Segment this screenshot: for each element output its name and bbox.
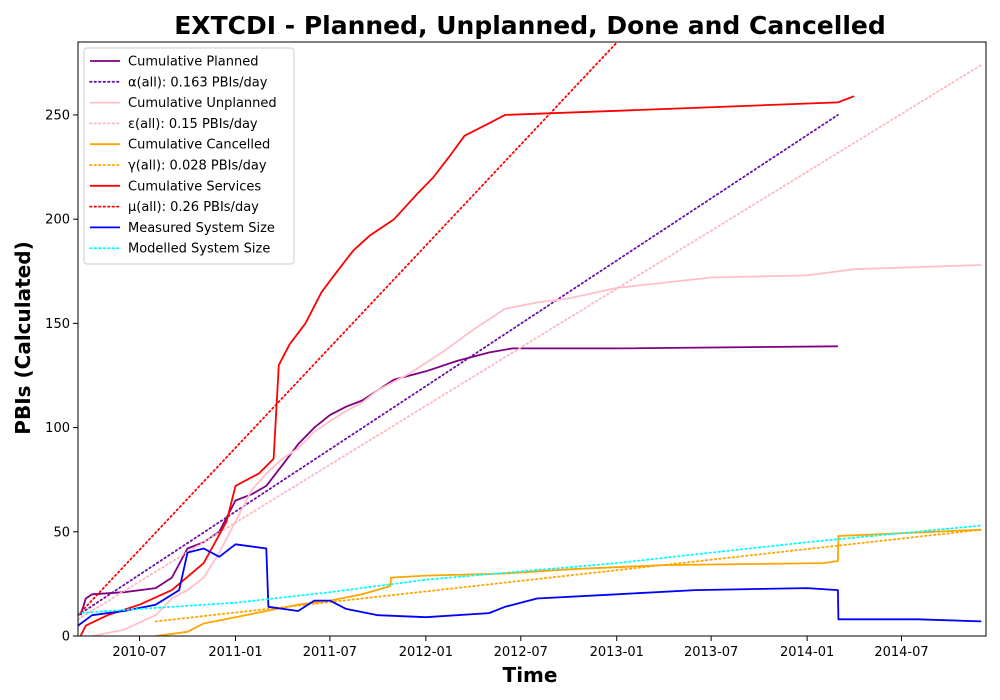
- x-tick-label: 2011-01: [208, 645, 262, 660]
- series-line-measured-system-size: [78, 543, 982, 627]
- y-axis-label: PBIs (Calculated): [11, 241, 35, 434]
- x-tick-label: 2013-07: [684, 645, 738, 660]
- legend-label: μ(all): 0.26 PBIs/day: [128, 200, 259, 215]
- plot-frame: [77, 41, 987, 637]
- legend: Cumulative Planned α(all): 0.163 PBIs/day…: [83, 47, 295, 265]
- y-tick-label: 150: [45, 317, 70, 332]
- legend-label: Modelled System Size: [128, 242, 270, 257]
- series-layer: [78, 42, 983, 636]
- chart-title: EXTCDI - Planned, Unplanned, Done and Ca…: [174, 11, 886, 40]
- x-axis-label: Time: [503, 663, 558, 687]
- x-tick-label: 2012-01: [399, 645, 453, 660]
- series-line-all-0-15-pbis-day: [78, 64, 983, 621]
- legend-label: Cumulative Planned: [128, 55, 258, 70]
- legend-box: [83, 47, 295, 265]
- y-tick-label: 250: [45, 108, 70, 123]
- series-line-cumulative-cancelled: [155, 528, 982, 636]
- ticks-layer: 2010-07 2011-01 2011-07 2012-01 2012-07 2013-…: [45, 108, 929, 660]
- y-tick-label: 50: [53, 525, 70, 540]
- series-line-cumulative-services: [79, 95, 855, 636]
- y-tick-label: 200: [45, 213, 70, 228]
- legend-label: ε(all): 0.15 PBIs/day: [128, 117, 258, 132]
- legend-label: Cumulative Services: [128, 179, 261, 194]
- series-line-all-0-028-pbis-day: [154, 528, 983, 623]
- series-line-cumulative-unplanned: [91, 264, 982, 636]
- legend-label: Measured System Size: [128, 221, 275, 236]
- x-tick-label: 2011-07: [303, 645, 357, 660]
- x-tick-label: 2014-01: [780, 645, 834, 660]
- y-tick-label: 100: [45, 421, 70, 436]
- x-tick-label: 2010-07: [112, 645, 166, 660]
- series-line-all-0-163-pbis-day: [78, 114, 839, 617]
- x-tick-label: 2012-07: [494, 645, 548, 660]
- series-line-all-0-26-pbis-day: [78, 42, 619, 617]
- x-tick-label: 2014-07: [874, 645, 928, 660]
- legend-label: α(all): 0.163 PBIs/day: [128, 75, 268, 90]
- legend-label: γ(all): 0.028 PBIs/day: [128, 159, 267, 174]
- y-tick-label: 0: [62, 630, 70, 645]
- x-tick-label: 2013-01: [590, 645, 644, 660]
- series-line-cumulative-planned: [79, 345, 838, 616]
- series-line-modelled-system-size: [78, 524, 983, 614]
- legend-label: Cumulative Unplanned: [128, 96, 277, 111]
- legend-label: Cumulative Cancelled: [128, 138, 270, 153]
